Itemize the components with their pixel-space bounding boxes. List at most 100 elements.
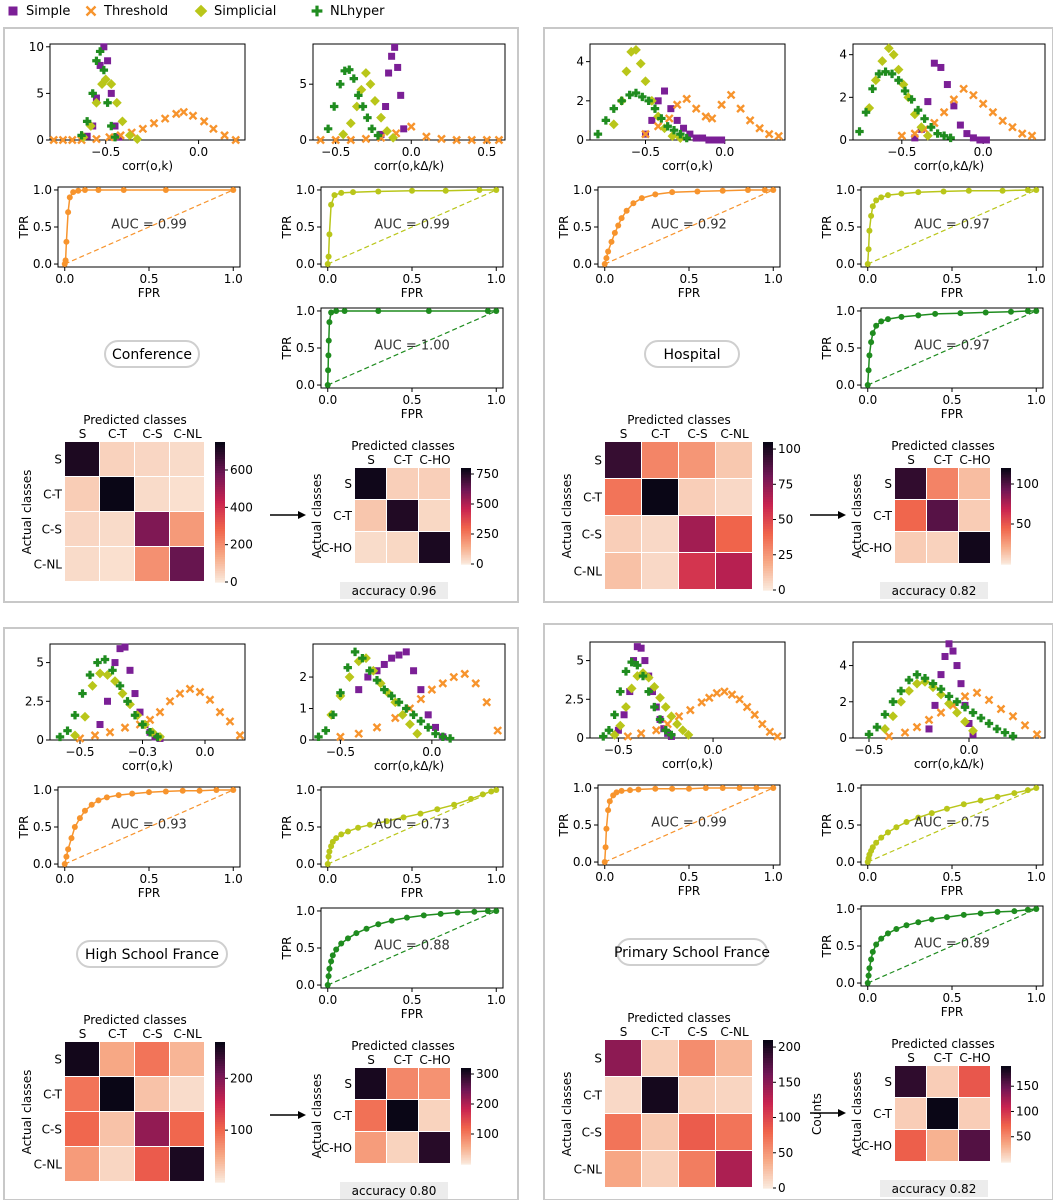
panel2-cm4-col-label: S — [620, 427, 628, 441]
panel4-hist1-xtick-label: −0.5 — [604, 743, 633, 757]
panel2-cm4-row-label: S — [594, 454, 602, 468]
panel3-hist1-point-simple — [121, 643, 129, 651]
panel1-cm3-colorbar-tick-label: 750 — [476, 467, 499, 481]
panel1-hist1-point-threshold — [171, 109, 181, 119]
panel3-hist1-ytick-label: 2.5 — [25, 694, 44, 708]
panel3-hist1-point-nlhyper — [63, 726, 72, 735]
panel4-hist2-point-nlhyper — [1000, 728, 1010, 737]
panel2-hist1-point-nlhyper — [669, 126, 679, 135]
panel3-cm4-cell — [170, 1042, 204, 1076]
panel3-roc-nlhyper-point — [437, 910, 444, 917]
panel2-cm4-colorbar-seg — [763, 577, 773, 581]
panel4-cm3-colorbar-seg — [1001, 1123, 1011, 1126]
panel4-hist2-point-nlhyper — [872, 722, 882, 732]
panel1-hist2-xtick-label: 0.5 — [477, 145, 496, 159]
panel3-cm4-colorbar-seg — [215, 1095, 225, 1099]
panel1-cm4-cell — [170, 477, 204, 511]
panel3-roc-threshold-ytick-label: 1.0 — [33, 783, 52, 797]
panel3-hist1-point-simple — [126, 666, 134, 674]
panel2-roc-simplicial-point — [873, 197, 880, 204]
panel1-roc-simplicial-curve — [326, 189, 497, 265]
panel1-hist2-point-simple — [385, 69, 393, 77]
panel1-cm4-colorbar-seg — [215, 479, 225, 483]
panel2-hist1-point-nlhyper — [609, 104, 618, 113]
panel4-cm4-row-label: C-NL — [574, 1163, 603, 1177]
panel3-cm4-colorbar-seg — [215, 1056, 225, 1059]
panel1-cm4-colorbar-seg — [215, 558, 225, 562]
panel4-hist1-point-threshold — [757, 719, 767, 729]
panel1-hist2-point-nlhyper — [358, 102, 368, 111]
panel3-roc-nlhyper-diagonal — [327, 910, 497, 986]
panel2-cm4-colorbar-seg — [763, 565, 773, 569]
panel4-hist1-point-nlhyper — [661, 726, 670, 735]
panel3-cm4-cell — [135, 1112, 169, 1146]
panel3-cm4-cell — [65, 1112, 99, 1146]
panel1-hist1-point-nlhyper — [88, 89, 97, 98]
panel4-hist2-point-simplicial — [960, 716, 970, 727]
panel4-cm4-colorbar-tick-label: 200 — [778, 1040, 801, 1054]
panel3-cm3-colorbar-seg — [461, 1157, 471, 1160]
panel1-cm3-colorbar-seg — [461, 520, 471, 523]
panel1-hist1-xtick-label: 0.0 — [189, 145, 208, 159]
panel3-cm4-colorbar-seg — [215, 1088, 225, 1092]
panel2-roc-simplicial-ylabel: TPR — [820, 216, 834, 240]
panel2-cm4-colorbar-seg — [763, 474, 773, 478]
panel4-hist2-point-nlhyper — [920, 674, 930, 683]
panel1-cm3-colorbar-seg — [461, 525, 471, 528]
panel1-hist1-point-threshold — [58, 135, 68, 145]
panel4-roc-threshold-point — [618, 787, 625, 794]
panel4-hist2-point-threshold — [1020, 720, 1030, 730]
panel3-hist1-point-simple — [136, 708, 144, 716]
panel4-cm3-colorbar-seg — [1001, 1075, 1011, 1078]
panel2-roc-threshold-point — [761, 186, 768, 193]
panel4-hist1-point-nlhyper — [616, 687, 625, 696]
panel2-cm3-colorbar-seg — [1001, 562, 1011, 565]
panel1-cm4-cell — [100, 512, 134, 546]
panel1-cm3-colorbar-seg — [461, 511, 471, 514]
panel3-cm4-cell — [135, 1042, 169, 1076]
panel3-hist1-axes — [49, 643, 246, 741]
panel1-hist1-point-simple — [96, 61, 104, 69]
panel4-cm3-colorbar-tick-label: 100 — [1016, 1104, 1039, 1118]
panel3-hist2-point-nlhyper — [321, 726, 330, 735]
panel2-hist2-xlabel: corr(o,kΔ/k) — [914, 159, 984, 173]
panel2-cm3-colorbar-seg — [1001, 508, 1011, 511]
panel4-hist1-point-simplicial — [660, 702, 671, 712]
panel3-frame — [3, 627, 519, 1200]
panel1-cm4-colorbar-seg — [215, 498, 225, 501]
panel4-hist2-point-nlhyper — [888, 697, 898, 706]
panel4-hist2-point-nlhyper — [864, 730, 874, 739]
panel1-hist2-point-threshold — [422, 132, 431, 141]
panel3-cm4-cell — [135, 1147, 169, 1181]
panel1-cm4-colorbar-seg — [215, 488, 225, 492]
panel1-hist2-point-simplicial — [345, 118, 356, 129]
panel2-roc-simplicial-point — [868, 212, 875, 219]
panel4-frame — [543, 623, 1053, 1200]
panel3-cm3-colorbar-seg — [461, 1106, 471, 1109]
panel3-roc-simplicial-ytick-label: 0.0 — [296, 857, 315, 871]
panel2-cm3-colorbar-seg — [1001, 541, 1011, 544]
panel1-roc-nlhyper-point — [328, 309, 335, 316]
panel1-cm4-cell — [170, 512, 204, 546]
panel3-roc-nlhyper-point — [353, 930, 360, 937]
panel4-cm4-cell — [605, 1151, 641, 1187]
panel1-cm4-colorbar-seg — [215, 556, 225, 560]
panel2-accuracy-label: accuracy 0.82 — [892, 584, 977, 598]
panel1-cm4-cell — [100, 442, 134, 476]
panel1-cm3-colorbar-seg — [461, 549, 471, 552]
panel1-hist1-point-simple — [100, 43, 108, 51]
panel3-roc-threshold-point — [63, 853, 70, 860]
panel2-hist2-point-simple — [937, 63, 945, 71]
panel2-cm3-colorbar-seg — [1001, 511, 1011, 514]
panel4-accuracy-label: accuracy 0.82 — [892, 1182, 977, 1196]
panel4-roc-threshold-point — [602, 844, 609, 851]
panel3-cm3-colorbar-seg — [461, 1149, 471, 1152]
panel2-cm3-colorbar-seg — [1001, 549, 1011, 552]
panel3-cm3-colorbar-seg — [461, 1076, 471, 1079]
panel2-cm4-title: Predicted classes — [627, 413, 731, 427]
panel3-cm3-colorbar-seg — [461, 1085, 471, 1088]
panel3-roc-nlhyper-ylabel: TPR — [280, 937, 294, 961]
panel1-cm4-colorbar-seg — [215, 477, 225, 480]
panel4-cm4-colorbar-seg — [763, 1096, 773, 1100]
panel3-cm3-colorbar-seg — [461, 1079, 471, 1082]
